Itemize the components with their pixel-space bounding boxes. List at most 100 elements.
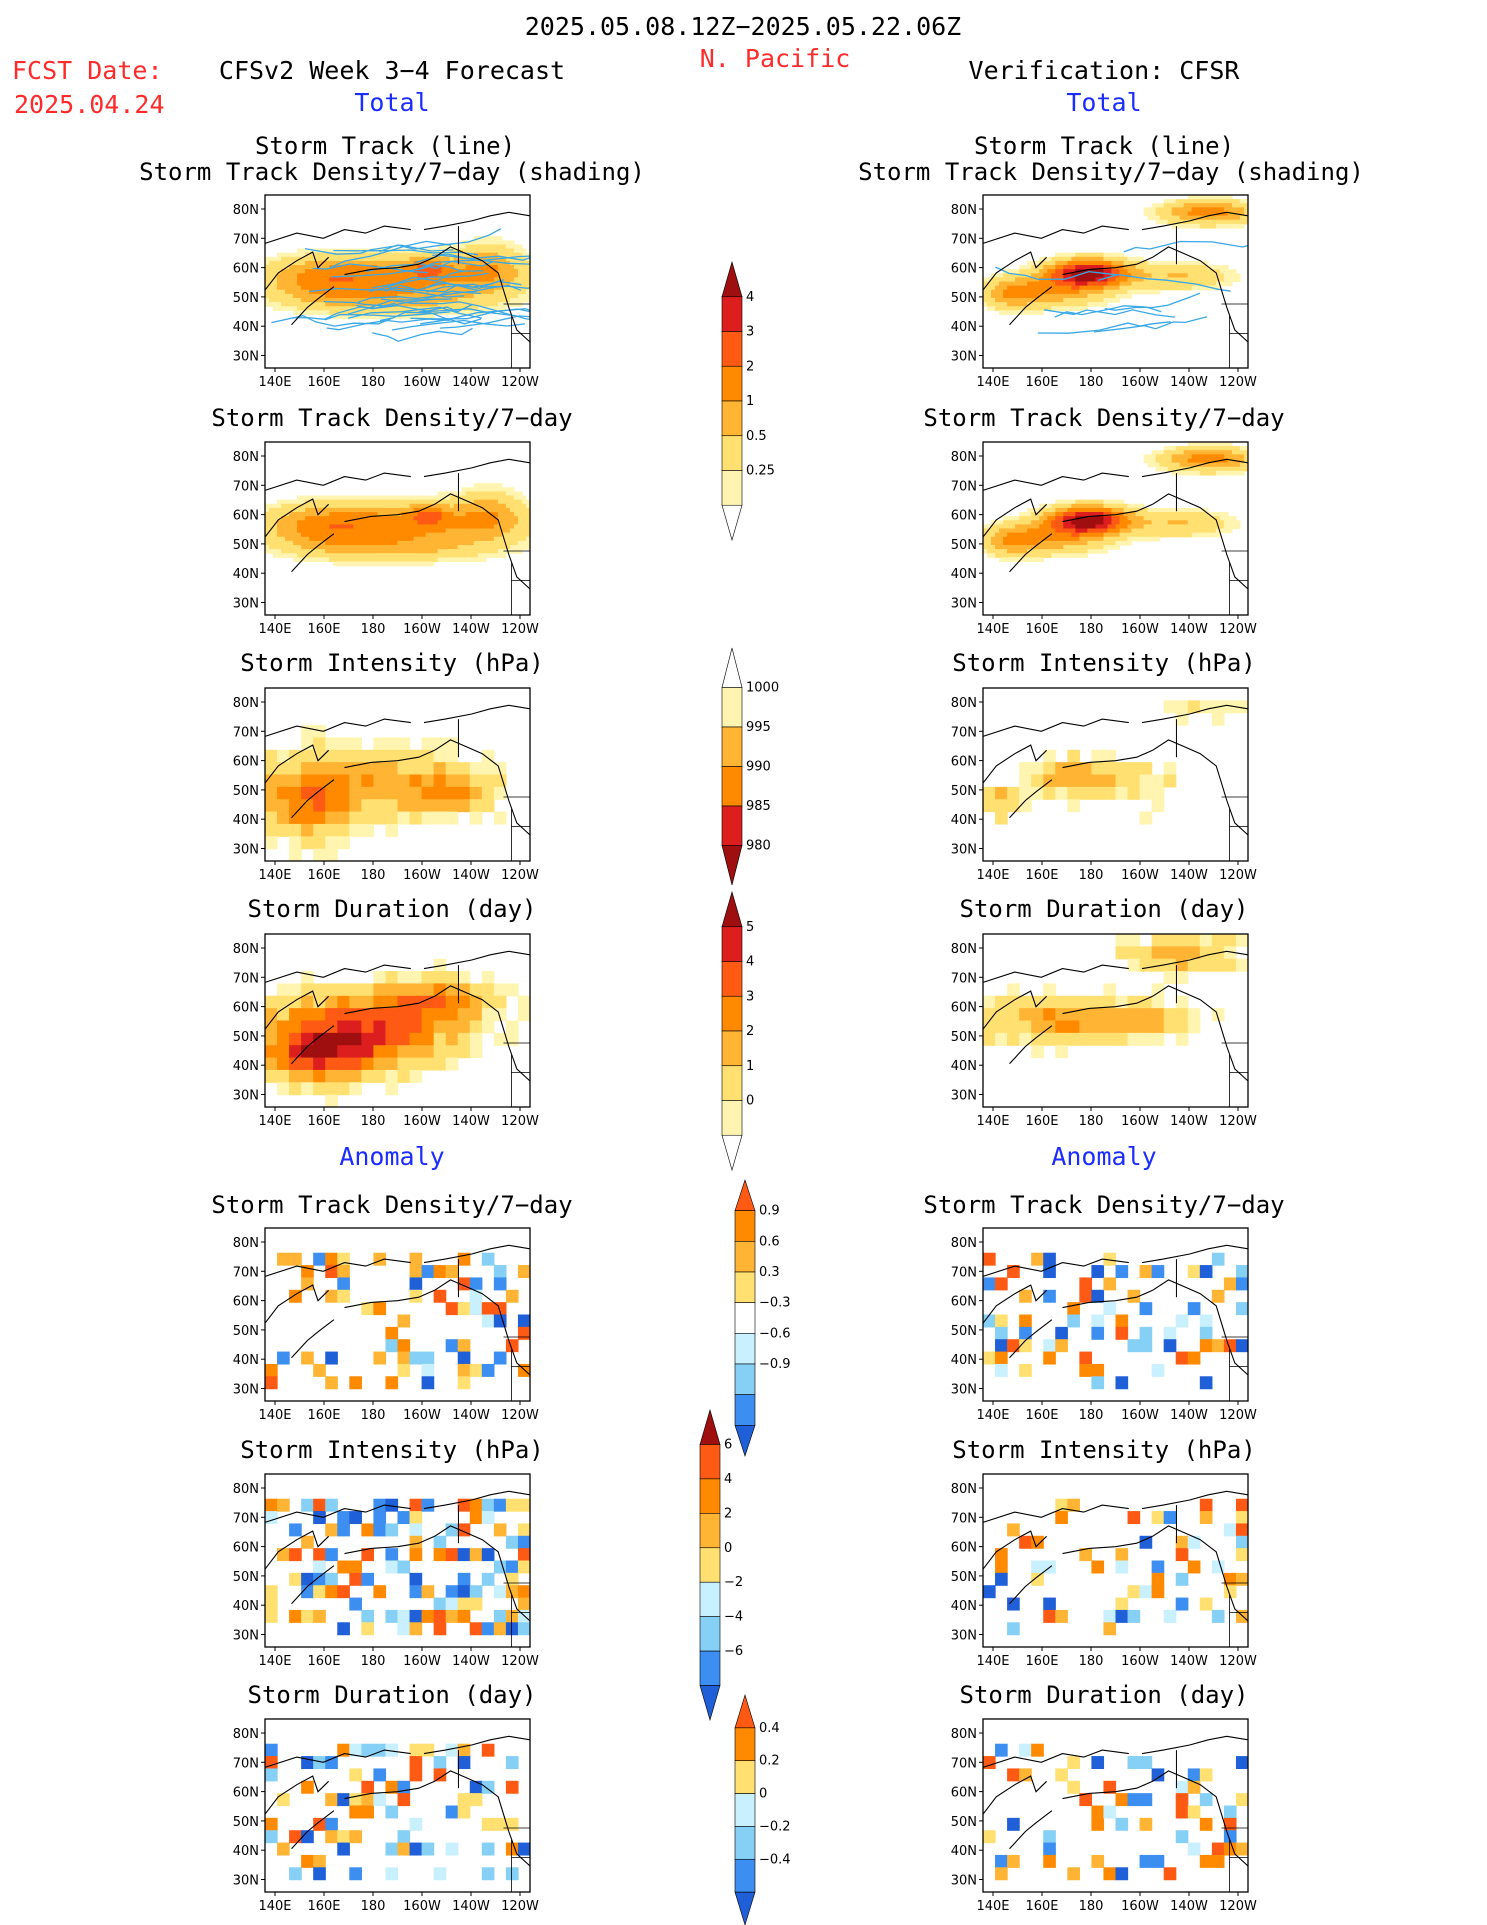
y-tick-label: 70N [951,725,977,740]
y-tick-label: 70N [233,479,259,494]
y-tick-label: 40N [951,1059,977,1074]
y-tick-label: 40N [233,567,259,582]
x-tick-label: 120W [501,1408,539,1423]
panel-title-track-line-right: Storm Track (line) [973,132,1235,160]
x-tick-label: 120W [501,622,539,637]
y-tick-label: 70N [951,479,977,494]
colorbar-label: 0.5 [746,429,767,444]
y-tick-label: 30N [233,1874,259,1889]
x-tick-label: 140E [258,1408,291,1423]
y-tick-label: 50N [233,1570,259,1585]
y-tick-label: 70N [233,1511,259,1526]
x-tick-label: 180 [361,1408,386,1423]
x-tick-label: 140E [258,868,291,883]
colorbar-label: 6 [724,1437,732,1452]
y-tick-label: 70N [951,1756,977,1771]
colorbar-label: 1000 [746,681,779,696]
y-tick-label: 80N [233,450,259,465]
x-tick-label: 140W [1170,1408,1208,1423]
x-tick-label: 160W [403,375,441,390]
colorbar-label: −0.3 [759,1296,791,1311]
section-anomaly-right: Anomaly [1051,1142,1157,1171]
colorbar-label: −4 [724,1610,743,1625]
x-tick-label: 140E [976,868,1009,883]
x-tick-label: 140W [452,1114,490,1129]
x-tick-label: 120W [501,1114,539,1129]
panel-title-track-shading-left: Storm Track Density/7−day (shading) [139,158,645,186]
y-tick-label: 40N [951,1599,977,1614]
colorbar-label: 3 [746,989,754,1004]
panel-title-density-left: Storm Track Density/7−day [211,404,573,432]
y-tick-label: 40N [233,813,259,828]
y-tick-label: 40N [951,813,977,828]
colorbar-label: 5 [746,920,754,935]
y-tick-label: 30N [233,597,259,612]
x-tick-label: 160E [1025,1408,1058,1423]
y-tick-label: 80N [233,203,259,218]
map-panel-intL: 80N 70N 60N 50N 40N 30N 140E 160E 180 160W 140W 120… [233,687,539,883]
colorbar-label: 0.4 [759,1721,780,1736]
y-tick-label: 60N [233,1295,259,1310]
x-tick-label: 140E [258,1114,291,1129]
y-tick-label: 80N [233,1236,259,1251]
x-tick-label: 160W [403,622,441,637]
y-tick-label: 40N [233,1844,259,1859]
x-tick-label: 160E [1025,868,1058,883]
colorbar-label: 0 [746,1094,754,1109]
y-tick-label: 70N [951,1511,977,1526]
map-panel-iaL: 80N 70N 60N 50N 40N 30N 140E 160E 180 160W 140W 120… [233,1473,539,1669]
map-panel-durR: 80N 70N 60N 50N 40N 30N 140E 160E 180 160W 140W 120… [951,933,1257,1129]
model-title: CFSv2 Week 3−4 Forecast [218,56,566,85]
x-tick-label: 160W [1121,1408,1159,1423]
x-tick-label: 120W [501,868,539,883]
colorbar-label: −0.4 [759,1852,791,1867]
x-tick-label: 120W [1219,1899,1257,1914]
x-tick-label: 140W [452,375,490,390]
y-tick-label: 60N [233,1541,259,1556]
y-tick-label: 30N [233,350,259,365]
map-panel-trackR: 80N 70N 60N 50N 40N 30N 140E 160E 180 160W 140W 120… [951,194,1257,390]
x-tick-label: 140E [976,1114,1009,1129]
date-range: 2025.05.08.12Z−2025.05.22.06Z [524,12,962,41]
y-tick-label: 60N [951,755,977,770]
fcst-date-label: FCST Date: [12,56,163,85]
y-tick-label: 60N [951,1541,977,1556]
y-tick-label: 60N [233,1001,259,1016]
x-tick-label: 140W [1170,622,1208,637]
panel-title-track-shading-right: Storm Track Density/7−day (shading) [858,158,1364,186]
x-tick-label: 140W [452,868,490,883]
y-tick-label: 70N [233,971,259,986]
colorbar-label: 980 [746,839,771,854]
colorbar-label: 1 [746,394,754,409]
y-tick-label: 50N [951,291,977,306]
y-tick-label: 60N [951,262,977,277]
y-tick-label: 80N [951,203,977,218]
colorbar-label: 0 [759,1787,767,1802]
y-tick-label: 60N [951,509,977,524]
map-panel-densL: 80N 70N 60N 50N 40N 30N 140E 160E 180 160W 140W 120… [233,441,539,637]
x-tick-label: 160W [403,1654,441,1669]
y-tick-label: 60N [233,1786,259,1801]
x-tick-label: 140W [452,1408,490,1423]
x-tick-label: 140E [258,375,291,390]
x-tick-label: 160E [1025,1899,1058,1914]
x-tick-label: 160W [403,1899,441,1914]
y-tick-label: 40N [233,1599,259,1614]
y-tick-label: 50N [233,1030,259,1045]
y-tick-label: 30N [951,350,977,365]
panel-title-duration-anom-right: Storm Duration (day) [959,1681,1249,1709]
y-tick-label: 50N [233,1815,259,1830]
x-tick-label: 140E [976,1899,1009,1914]
y-tick-label: 80N [233,696,259,711]
y-tick-label: 60N [233,262,259,277]
y-tick-label: 30N [951,1383,977,1398]
x-tick-label: 160W [1121,1654,1159,1669]
y-tick-label: 70N [233,1265,259,1280]
panel-title-duration-right: Storm Duration (day) [959,895,1249,923]
y-tick-label: 40N [233,1353,259,1368]
x-tick-label: 180 [1079,375,1104,390]
y-tick-label: 60N [951,1295,977,1310]
y-tick-label: 50N [233,538,259,553]
x-tick-label: 160E [307,1654,340,1669]
colorbar-label: 0.6 [759,1234,780,1249]
